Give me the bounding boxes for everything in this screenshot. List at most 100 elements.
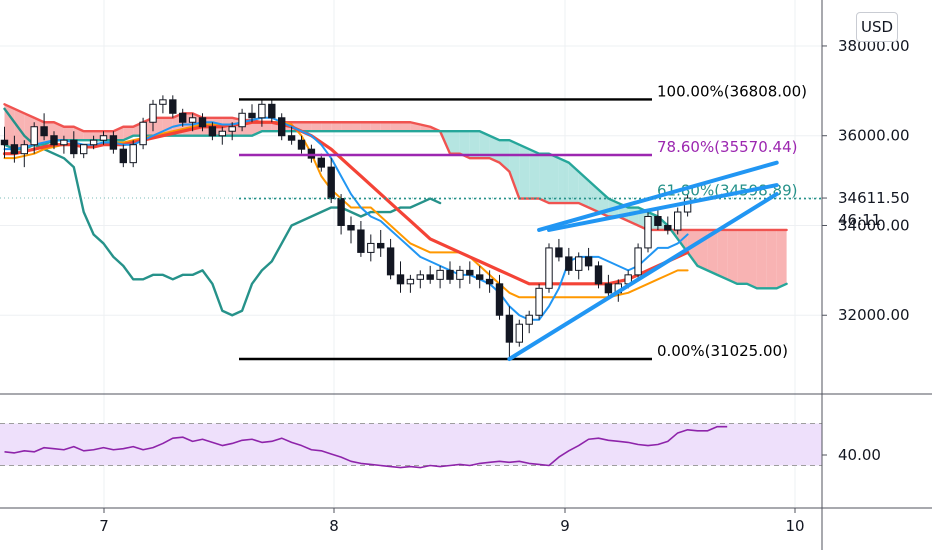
time-tick-label: 7 xyxy=(99,517,109,535)
candle-body xyxy=(545,247,553,289)
candle-body xyxy=(347,224,355,231)
price-tick-label: 32000.00 xyxy=(838,306,910,324)
candle-body xyxy=(0,139,9,146)
countdown-label: 46:11 xyxy=(838,211,881,229)
cloud-segment xyxy=(63,126,74,141)
candle-body xyxy=(327,166,335,200)
candle-body xyxy=(268,103,276,119)
cloud-segment xyxy=(450,131,460,154)
cloud-segment xyxy=(707,229,718,275)
cloud-segment xyxy=(311,122,322,132)
candle-body xyxy=(426,274,434,280)
candle-body xyxy=(287,135,296,141)
cloud-segment xyxy=(370,122,381,132)
candle-body xyxy=(248,112,256,119)
candle-body xyxy=(40,126,48,137)
candle-body xyxy=(238,112,246,128)
candle-body xyxy=(604,283,613,294)
candle-body xyxy=(495,283,504,316)
candle-body xyxy=(218,130,227,137)
senkou-a-line xyxy=(3,103,788,232)
rsi-band xyxy=(0,423,822,466)
candle-body xyxy=(297,139,306,150)
cloud-segment xyxy=(83,131,94,141)
candle-body xyxy=(456,269,464,280)
candle-body xyxy=(50,135,58,146)
last-price-label: 34611.50 xyxy=(838,189,910,207)
cloud-segment xyxy=(360,122,371,132)
candle-body xyxy=(208,126,217,137)
cloud-segment xyxy=(261,122,272,132)
rsi-pane xyxy=(0,423,822,469)
indicator-lines xyxy=(2,103,788,321)
candle-body xyxy=(139,121,147,146)
currency-button[interactable]: USD xyxy=(856,12,898,42)
candle-body xyxy=(594,265,603,285)
time-tick-label: 9 xyxy=(560,517,570,535)
candle-body xyxy=(525,314,533,325)
cloud-segment xyxy=(766,229,777,289)
candle-body xyxy=(386,247,395,276)
cloud-segment xyxy=(529,149,540,199)
cloud-segment xyxy=(578,171,589,208)
candle-body xyxy=(515,323,523,343)
candle-body xyxy=(188,117,197,123)
cloud-segment xyxy=(459,131,470,159)
candle-body xyxy=(60,139,68,146)
candle-body xyxy=(565,256,573,271)
candle-body xyxy=(159,99,167,105)
cloud-segment xyxy=(351,122,361,132)
cloud-segment xyxy=(776,229,787,289)
candle-body xyxy=(228,126,236,132)
trendlines[interactable] xyxy=(507,160,779,361)
candle-body xyxy=(30,126,38,146)
cloud-segment xyxy=(568,162,579,204)
fib-level-label: 78.60%(35570.44) xyxy=(657,138,797,156)
cloud-segment xyxy=(4,104,15,150)
cloud-segment xyxy=(321,122,332,132)
trendline xyxy=(507,192,779,361)
candle-body xyxy=(20,144,29,155)
rsi-tick-label: 40.00 xyxy=(838,446,881,464)
fib-retracement[interactable]: 100.00%(36808.00)78.60%(35570.44)61.80%(… xyxy=(239,82,822,361)
fib-level-label: 100.00%(36808.00) xyxy=(657,82,807,100)
candle-body xyxy=(80,144,88,155)
fib-level-label: 0.00%(31025.00) xyxy=(657,342,788,360)
cloud-segment xyxy=(301,122,312,132)
cloud-segment xyxy=(519,144,530,199)
candle-body xyxy=(179,112,187,123)
price-tick-label: 36000.00 xyxy=(838,127,910,145)
candle-body xyxy=(10,144,19,155)
cloud-segment xyxy=(123,126,134,141)
candle-body xyxy=(377,242,385,249)
candle-body xyxy=(505,314,514,343)
candle-body xyxy=(396,274,405,285)
candle-body xyxy=(99,135,108,141)
candle-body xyxy=(436,269,444,280)
candle-body xyxy=(664,224,672,231)
candle-body xyxy=(129,144,137,164)
cloud-segment xyxy=(341,122,351,132)
candle-body xyxy=(644,216,652,249)
candle-body xyxy=(278,117,286,137)
trendline xyxy=(537,160,779,232)
cloud-segment xyxy=(727,229,738,284)
candle-body xyxy=(674,211,682,231)
price-tick-label: 34000.00 xyxy=(838,216,910,234)
cloud-segment xyxy=(558,158,569,204)
candle-body xyxy=(317,157,326,168)
time-tick-label: 8 xyxy=(329,517,339,535)
cloud-segment xyxy=(737,229,747,284)
cloud-segment xyxy=(717,229,728,280)
cloud-segment xyxy=(400,122,411,132)
tenkan-line xyxy=(3,116,689,321)
candle-body xyxy=(575,256,583,271)
ichimoku-cloud xyxy=(4,104,787,289)
candle-body xyxy=(307,148,316,159)
candle-body xyxy=(70,139,78,155)
candle-body xyxy=(367,242,375,253)
cloud-segment xyxy=(509,140,520,199)
senkou-b-line xyxy=(3,130,788,290)
rsi-line xyxy=(4,425,728,469)
